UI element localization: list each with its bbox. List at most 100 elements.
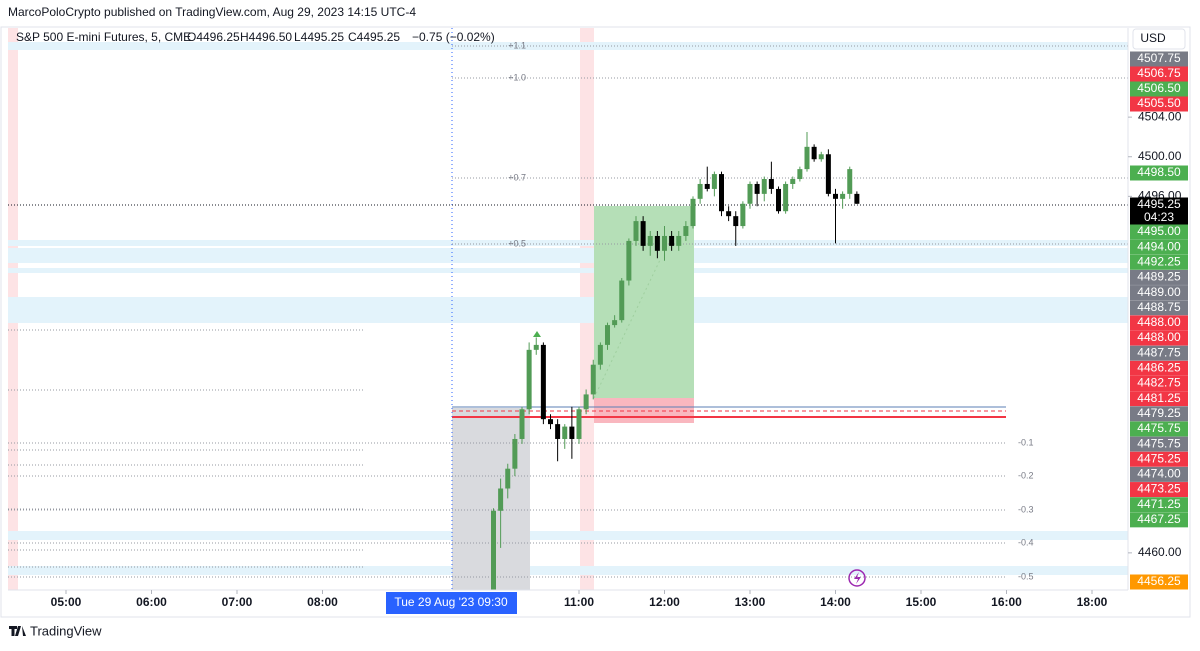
- currency-button[interactable]: [1132, 28, 1186, 50]
- candle-body: [540, 344, 546, 420]
- price-tag: [1130, 512, 1188, 528]
- price-tag: [1130, 269, 1188, 285]
- tv-logo: [9, 626, 26, 636]
- candle-body: [498, 488, 504, 511]
- event-icon: [848, 569, 866, 587]
- price-tag-label: 4489.00: [1137, 285, 1181, 299]
- price-tag: [1130, 254, 1188, 270]
- fib-label: -0.3: [1018, 504, 1034, 514]
- zone: [8, 531, 1128, 540]
- price-tag: [1130, 300, 1188, 316]
- candle-body: [704, 183, 710, 189]
- price-tag: [1130, 436, 1188, 452]
- candle-body: [783, 183, 789, 212]
- x-tick-label: 05:00: [51, 595, 82, 609]
- price-tag-label: 4475.75: [1137, 436, 1181, 450]
- price-tag: [1130, 406, 1188, 422]
- candle-body: [654, 235, 660, 251]
- candle-body: [840, 193, 846, 199]
- candle-body: [548, 419, 553, 425]
- x-tick-label: 08:00: [307, 595, 338, 609]
- candle-body: [690, 198, 696, 227]
- x-tick-label: 13:00: [735, 595, 766, 609]
- drawings: [8, 28, 1128, 590]
- zone: [8, 566, 1128, 575]
- zone: [8, 297, 1128, 323]
- x-tick-label: 16:00: [991, 595, 1022, 609]
- price-tag-label: 4474.00: [1137, 467, 1181, 481]
- candles: [491, 131, 860, 590]
- fib-label: -0.1: [1018, 437, 1034, 447]
- candle-body: [619, 280, 625, 321]
- price-tag: [1130, 51, 1188, 67]
- price-tag: [1130, 81, 1188, 97]
- price-tag: [1130, 197, 1188, 226]
- candle-body: [533, 344, 539, 350]
- price-tag: [1130, 451, 1188, 467]
- candle-body: [804, 146, 810, 170]
- price-tag-label: 4475.25: [1137, 451, 1181, 465]
- candle-body: [647, 235, 653, 246]
- fib-label: +1.1: [508, 40, 526, 50]
- event-icon-bolt: [854, 572, 861, 584]
- change: −0.75 (−0.02%): [412, 30, 495, 44]
- price-tag-label: 4488.00: [1137, 315, 1181, 329]
- price-tag: [1130, 466, 1188, 482]
- candle-body: [740, 203, 746, 227]
- candle-body: [754, 183, 760, 194]
- candle-body: [825, 154, 831, 194]
- price-tag: [1130, 224, 1188, 240]
- x-tick-label: 14:00: [820, 595, 851, 609]
- candle-body: [790, 179, 796, 184]
- price-tag: [1130, 497, 1188, 513]
- candle-body: [761, 179, 767, 194]
- crosshair-time: Tue 29 Aug '23 09:30: [394, 595, 508, 609]
- price-tag: [1130, 421, 1188, 437]
- price-tag-label: 4507.75: [1137, 51, 1181, 65]
- price-tag-label: 4467.25: [1137, 512, 1181, 526]
- currency[interactable]: USD: [1140, 31, 1166, 45]
- candle-body: [847, 169, 853, 194]
- candle-body: [491, 510, 496, 590]
- price-tag-label: 4495.25: [1137, 197, 1181, 211]
- candle-body: [669, 235, 675, 246]
- candle-body: [733, 216, 739, 227]
- price-tag-label: 4495.00: [1137, 224, 1181, 238]
- price-tag-label: 4498.50: [1137, 165, 1181, 179]
- price-tag: [1130, 239, 1188, 255]
- price-tag: [1130, 165, 1188, 181]
- candle-body: [833, 193, 838, 199]
- y-tick-label: 4460.00: [1138, 545, 1182, 559]
- candle-body: [505, 468, 511, 489]
- fib-label: -0.5: [1018, 571, 1034, 581]
- candle-body: [711, 174, 717, 189]
- fib-label: -0.4: [1018, 537, 1034, 547]
- price-tag: [1130, 285, 1188, 301]
- price-tag-label: 4479.25: [1137, 406, 1181, 420]
- price-tag-label: 4481.25: [1137, 391, 1181, 405]
- candle-body: [576, 409, 582, 439]
- x-tick-label: 11:00: [564, 595, 594, 609]
- price-tag-label: 4475.75: [1137, 421, 1181, 435]
- price-tag-label: 4487.75: [1137, 345, 1181, 359]
- price-tag-label: 4488.75: [1137, 300, 1181, 314]
- frame: [0, 26, 1191, 618]
- countdown: 04:23: [1144, 210, 1174, 224]
- price-tag-label: 4494.00: [1137, 239, 1181, 253]
- price-tag-label: 4506.50: [1137, 81, 1181, 95]
- x-tick-label: 07:00: [222, 595, 253, 609]
- candle-body: [768, 179, 774, 189]
- candle-body: [555, 424, 561, 439]
- publisher: MarcoPoloCrypto published on TradingView…: [8, 5, 416, 19]
- y-tick-label: 4504.00: [1138, 109, 1182, 123]
- price-tag-label: 4482.75: [1137, 376, 1181, 390]
- price-tag-label: 4505.50: [1137, 96, 1181, 110]
- candle-body: [612, 320, 618, 326]
- price-tag: [1130, 66, 1188, 82]
- price-tag: [1130, 391, 1188, 407]
- price-tag-label: 4488.00: [1137, 330, 1181, 344]
- y-tick-label: 4500.00: [1138, 149, 1182, 163]
- zone: [8, 248, 1128, 263]
- ohlc-low: L4495.25: [294, 30, 344, 44]
